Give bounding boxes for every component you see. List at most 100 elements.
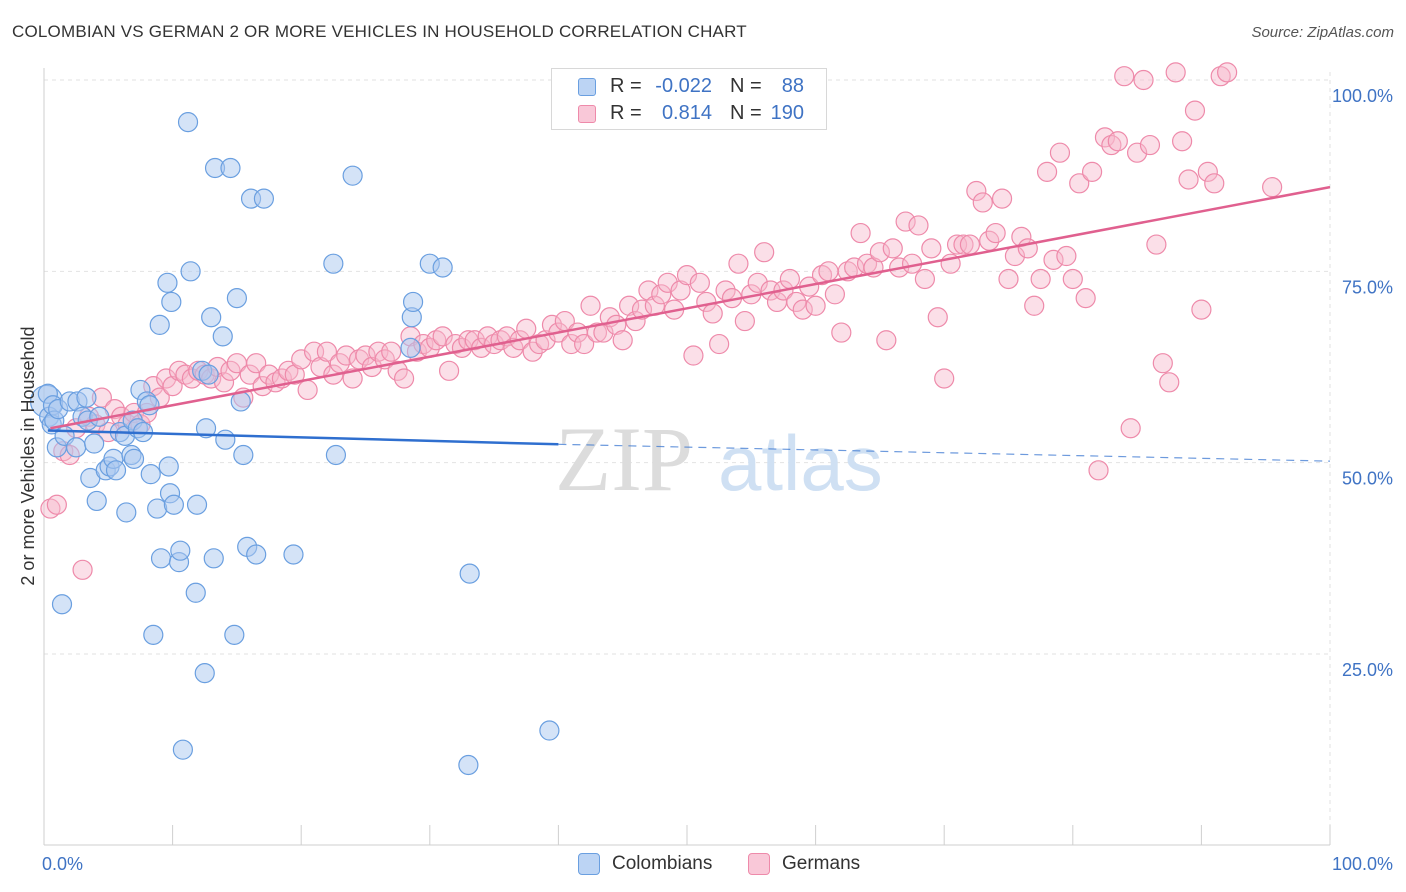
colombian-trend-line bbox=[47, 429, 559, 446]
german-point bbox=[953, 234, 974, 255]
german-point bbox=[432, 326, 453, 347]
german-point bbox=[676, 265, 698, 286]
german-point bbox=[811, 265, 833, 286]
german-legend-swatch bbox=[748, 853, 770, 875]
german-point bbox=[754, 242, 775, 263]
colombian-trend-extension bbox=[558, 443, 1331, 462]
german-point bbox=[574, 333, 595, 355]
german-point bbox=[1101, 134, 1122, 156]
colombian-point bbox=[143, 624, 164, 645]
german-point bbox=[1088, 460, 1109, 481]
colombian-point bbox=[105, 460, 127, 481]
chart-source: Source: ZipAtlas.com bbox=[1251, 24, 1394, 41]
german-point bbox=[586, 322, 608, 343]
german-swatch bbox=[578, 105, 596, 123]
german-point bbox=[1152, 353, 1173, 374]
colombian-point bbox=[163, 494, 184, 515]
trend-lines bbox=[47, 185, 1331, 462]
german-point bbox=[1030, 268, 1051, 290]
german-point bbox=[1043, 249, 1064, 270]
legend-label-colombians: Colombians bbox=[612, 853, 713, 874]
legend-n-label: N = bbox=[730, 75, 762, 97]
german-point bbox=[619, 295, 640, 316]
colombian-point bbox=[400, 337, 421, 358]
german-point bbox=[702, 303, 723, 324]
german-point bbox=[985, 222, 1006, 244]
colombian-point bbox=[539, 720, 560, 741]
german-point bbox=[1107, 131, 1128, 152]
german-point bbox=[1049, 142, 1071, 163]
german-point bbox=[818, 261, 839, 282]
colombian-point bbox=[432, 257, 453, 278]
legend-row-colombians: R = -0.022 N = 88 bbox=[552, 74, 828, 100]
german-trend-line bbox=[50, 185, 1331, 430]
legend-row-germans: R = 0.814 N = 190 bbox=[552, 101, 828, 127]
german-point bbox=[516, 318, 537, 339]
german-point bbox=[1133, 69, 1154, 91]
german-point bbox=[1126, 142, 1148, 163]
german-point bbox=[1262, 177, 1283, 198]
german-point bbox=[393, 368, 415, 389]
german-point bbox=[683, 345, 704, 366]
chart-title: COLOMBIAN VS GERMAN 2 OR MORE VEHICLES I… bbox=[12, 22, 747, 41]
colombian-point bbox=[198, 364, 219, 385]
colombian-point bbox=[325, 444, 347, 466]
german-point bbox=[895, 211, 916, 232]
german-point bbox=[824, 284, 845, 305]
colombian-point bbox=[220, 157, 241, 179]
german-point bbox=[381, 341, 402, 362]
colombian-point bbox=[76, 387, 97, 408]
german-point bbox=[1159, 372, 1180, 393]
legend-label-germans: Germans bbox=[782, 853, 861, 874]
german-point bbox=[1024, 295, 1045, 316]
legend-r-value: -0.022 bbox=[655, 75, 712, 97]
german-point bbox=[934, 368, 955, 389]
german-point bbox=[1056, 245, 1077, 267]
german-point bbox=[876, 330, 897, 351]
german-point bbox=[342, 368, 363, 389]
colombian-point bbox=[246, 544, 267, 565]
legend-r-label: R = bbox=[610, 75, 642, 97]
german-point bbox=[1217, 62, 1238, 83]
colombian-point bbox=[86, 490, 107, 512]
colombian-point bbox=[283, 544, 304, 565]
legend-r-value: 0.814 bbox=[661, 102, 712, 124]
colombian-point bbox=[116, 502, 137, 523]
axes bbox=[43, 68, 1331, 846]
german-point bbox=[1165, 62, 1186, 83]
colombian-point bbox=[66, 437, 87, 458]
german-point bbox=[1172, 131, 1193, 152]
colombian-point bbox=[149, 314, 170, 336]
german-point bbox=[46, 494, 67, 515]
german-point bbox=[850, 222, 871, 244]
colombian-point bbox=[123, 448, 145, 469]
german-point bbox=[1184, 100, 1206, 121]
colombian-point bbox=[140, 464, 161, 485]
german-point bbox=[779, 268, 800, 290]
german-point bbox=[1139, 134, 1161, 156]
german-point bbox=[1062, 268, 1083, 290]
watermark-zip: ZIP bbox=[555, 408, 693, 510]
colombian-point bbox=[161, 291, 182, 313]
german-point bbox=[1114, 66, 1135, 87]
stats-legend: R = -0.022 N = 88 R = 0.814 N = 190 bbox=[551, 68, 827, 130]
y-tick-label: 25.0% bbox=[1342, 660, 1393, 680]
german-point bbox=[631, 299, 653, 320]
german-point bbox=[908, 215, 929, 236]
colombian-point bbox=[253, 188, 275, 209]
german-point bbox=[927, 307, 948, 328]
german-point bbox=[1081, 161, 1103, 182]
german-point bbox=[638, 280, 659, 301]
colombian-point bbox=[186, 494, 208, 515]
german-point bbox=[291, 349, 312, 370]
colombian-point bbox=[158, 456, 179, 477]
y-axis-label: 2 or more Vehicles in Household bbox=[18, 326, 38, 585]
colombian-point bbox=[170, 540, 191, 561]
german-point bbox=[792, 299, 813, 320]
colombian-point bbox=[201, 307, 222, 328]
german-point bbox=[529, 333, 550, 355]
german-point bbox=[1197, 161, 1218, 182]
german-point bbox=[1075, 288, 1096, 309]
colombian-point bbox=[84, 433, 105, 454]
german-point bbox=[689, 272, 710, 293]
